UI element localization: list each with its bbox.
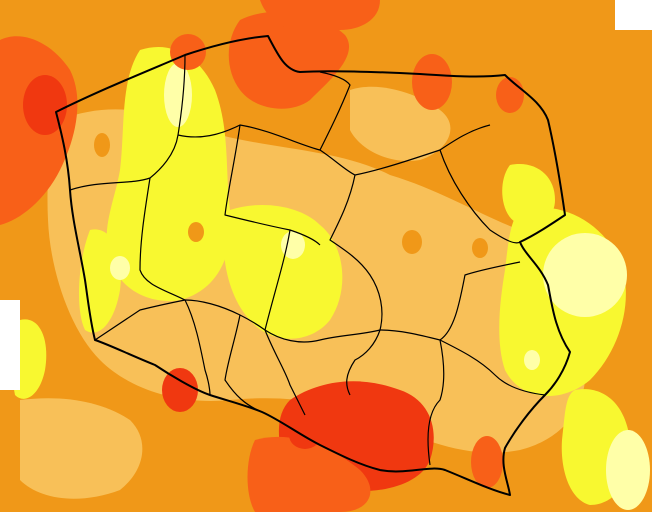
country-border — [55, 35, 571, 496]
zone-deep-orange-northwest-top — [260, 0, 380, 30]
spot-orange-1 — [94, 133, 110, 157]
province-border-3 — [319, 124, 491, 176]
zone-yellow-southwest — [11, 319, 47, 399]
province-border-2 — [177, 71, 351, 151]
spot-orange-3 — [402, 230, 422, 254]
province-border-7 — [439, 149, 521, 244]
province-border-14 — [346, 329, 381, 396]
spot-pale-west — [110, 256, 130, 280]
boundaries — [55, 35, 571, 496]
province-border-6 — [329, 174, 383, 331]
spot-pale-far-southeast — [606, 430, 650, 510]
spot-deep-orange-northeast — [496, 77, 524, 113]
province-border-12 — [224, 314, 263, 413]
province-border-5 — [224, 124, 321, 246]
province-border-4 — [139, 177, 186, 301]
spot-red-west — [23, 75, 67, 135]
province-border-13 — [264, 329, 306, 416]
province-border-15 — [427, 339, 445, 466]
spot-deep-orange-southeast — [471, 436, 503, 488]
province-border-1 — [69, 54, 186, 191]
province-border-16 — [439, 339, 546, 396]
spot-red-south-silesia — [289, 421, 321, 449]
zone-light-orange-south — [20, 398, 143, 499]
zone-deep-orange-north — [228, 11, 350, 109]
zone-yellow-center — [223, 205, 343, 339]
province-border-11 — [94, 299, 211, 396]
spot-orange-2 — [188, 222, 204, 242]
spot-pale-east — [543, 233, 627, 317]
spot-pale-pomerania — [164, 63, 192, 127]
zone-yellow-northeast — [502, 164, 555, 225]
province-border-10 — [379, 261, 521, 341]
province-borders — [69, 54, 546, 466]
spot-pale-center — [281, 231, 305, 259]
spot-deep-orange-gdansk-east — [412, 54, 452, 110]
spot-red-southwest — [162, 368, 198, 412]
province-border-9 — [264, 229, 381, 343]
spot-pale-southeast — [524, 350, 540, 370]
spot-deep-orange-mid-north — [170, 34, 206, 70]
spot-orange-4 — [472, 238, 488, 258]
